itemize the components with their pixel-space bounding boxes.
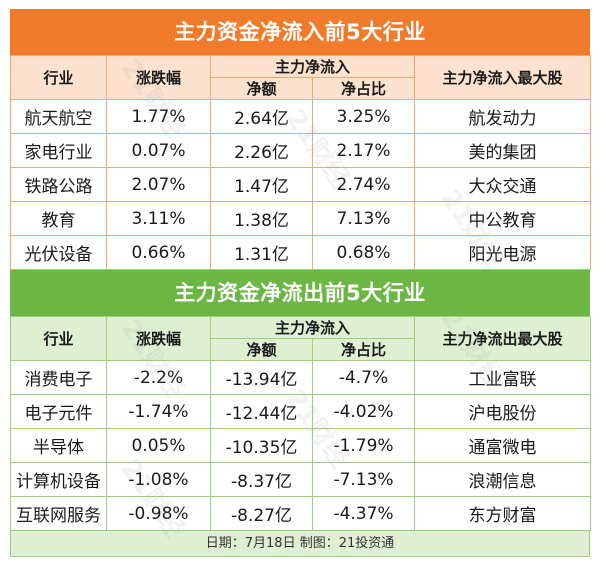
change-cell: 3.11%	[106, 201, 211, 236]
net-ratio-cell: -4.7%	[311, 360, 416, 395]
top-stock-cell: 浪潮信息	[414, 462, 592, 497]
net-amount-cell: -12.44亿	[210, 394, 313, 429]
industry-cell: 半导体	[10, 428, 107, 463]
outflow-header-main-flow: 主力净流入	[209, 316, 416, 339]
inflow-header-change: 涨跌幅	[106, 55, 211, 100]
net-ratio-cell: 7.13%	[311, 201, 416, 236]
inflow-title: 主力资金净流入前5大行业	[10, 9, 590, 55]
industry-cell: 计算机设备	[10, 462, 107, 497]
inflow-header-industry: 行业	[10, 55, 107, 100]
net-ratio-cell: 0.68%	[311, 235, 416, 270]
net-ratio-cell: -4.02%	[311, 394, 416, 429]
net-amount-cell: 2.64亿	[210, 99, 313, 134]
change-cell: 1.77%	[106, 99, 211, 134]
net-ratio-cell: -1.79%	[311, 428, 416, 463]
change-cell: 0.07%	[106, 133, 211, 168]
top-stock-cell: 大众交通	[414, 167, 592, 202]
net-ratio-cell: -7.13%	[311, 462, 416, 497]
table-row: 教育 3.11% 1.38亿 7.13% 中公教育	[10, 201, 592, 236]
inflow-header-top-stock: 主力净流入最大股	[414, 55, 592, 100]
net-amount-cell: 1.47亿	[210, 167, 313, 202]
industry-cell: 消费电子	[10, 360, 107, 395]
outflow-header-top-stock: 主力净流出最大股	[414, 316, 592, 361]
net-amount-cell: -8.37亿	[210, 462, 313, 497]
outflow-section: 主力资金净流出前5大行业 行业 涨跌幅 主力净流入 主力净流出最大股 净额 净占…	[10, 270, 592, 557]
inflow-header-net-amount: 净额	[210, 77, 313, 100]
net-ratio-cell: 2.74%	[311, 167, 416, 202]
net-amount-cell: 1.31亿	[210, 235, 313, 270]
top-stock-cell: 沪电股份	[414, 394, 592, 429]
top-stock-cell: 航发动力	[414, 99, 592, 134]
inflow-table: 行业 涨跌幅 主力净流入 主力净流入最大股 净额 净占比 航天航空 1.77% …	[10, 55, 592, 270]
industry-cell: 教育	[10, 201, 107, 236]
top-stock-cell: 美的集团	[414, 133, 592, 168]
net-amount-cell: 1.38亿	[210, 201, 313, 236]
top-stock-cell: 通富微电	[414, 428, 592, 463]
top-stock-cell: 工业富联	[414, 360, 592, 395]
industry-cell: 铁路公路	[10, 167, 107, 202]
table-row: 铁路公路 2.07% 1.47亿 2.74% 大众交通	[10, 167, 592, 202]
inflow-section: 主力资金净流入前5大行业 行业 涨跌幅 主力净流入 主力净流入最大股 净额 净占…	[10, 9, 592, 270]
industry-cell: 航天航空	[10, 99, 107, 134]
net-ratio-cell: -4.37%	[311, 496, 416, 531]
top-stock-cell: 阳光电源	[414, 235, 592, 270]
inflow-header-net-ratio: 净占比	[311, 77, 416, 100]
net-ratio-cell: 3.25%	[311, 99, 416, 134]
table-row: 光伏设备 0.66% 1.31亿 0.68% 阳光电源	[10, 235, 592, 270]
top-stock-cell: 中公教育	[414, 201, 592, 236]
table-row: 半导体 0.05% -10.35亿 -1.79% 通富微电	[10, 428, 592, 463]
industry-cell: 家电行业	[10, 133, 107, 168]
net-amount-cell: 2.26亿	[210, 133, 313, 168]
change-cell: 0.05%	[106, 428, 211, 463]
change-cell: -1.74%	[106, 394, 211, 429]
table-row: 航天航空 1.77% 2.64亿 3.25% 航发动力	[10, 99, 592, 134]
change-cell: 2.07%	[106, 167, 211, 202]
change-cell: -0.98%	[106, 496, 211, 531]
net-amount-cell: -10.35亿	[210, 428, 313, 463]
table-row: 互联网服务 -0.98% -8.27亿 -4.37% 东方财富	[10, 496, 592, 531]
industry-cell: 互联网服务	[10, 496, 107, 531]
flow-report: 主力资金净流入前5大行业 行业 涨跌幅 主力净流入 主力净流入最大股 净额 净占…	[10, 9, 592, 560]
footer-credit: 日期：7月18日 制图：21投资通	[10, 531, 590, 557]
top-stock-cell: 东方财富	[414, 496, 592, 531]
outflow-header-net-amount: 净额	[210, 338, 313, 361]
table-row: 家电行业 0.07% 2.26亿 2.17% 美的集团	[10, 133, 592, 168]
change-cell: -1.08%	[106, 462, 211, 497]
industry-cell: 光伏设备	[10, 235, 107, 270]
table-row: 电子元件 -1.74% -12.44亿 -4.02% 沪电股份	[10, 394, 592, 429]
outflow-header-change: 涨跌幅	[106, 316, 211, 361]
change-cell: 0.66%	[106, 235, 211, 270]
net-amount-cell: -13.94亿	[210, 360, 313, 395]
outflow-header-industry: 行业	[10, 316, 107, 361]
outflow-title: 主力资金净流出前5大行业	[10, 270, 590, 316]
inflow-header-main-flow: 主力净流入	[209, 55, 416, 78]
outflow-table: 行业 涨跌幅 主力净流入 主力净流出最大股 净额 净占比 消费电子 -2.2% …	[10, 316, 592, 531]
change-cell: -2.2%	[106, 360, 211, 395]
net-amount-cell: -8.27亿	[210, 496, 313, 531]
table-row: 消费电子 -2.2% -13.94亿 -4.7% 工业富联	[10, 360, 592, 395]
industry-cell: 电子元件	[10, 394, 107, 429]
net-ratio-cell: 2.17%	[311, 133, 416, 168]
outflow-header-net-ratio: 净占比	[311, 338, 416, 361]
table-row: 计算机设备 -1.08% -8.37亿 -7.13% 浪潮信息	[10, 462, 592, 497]
